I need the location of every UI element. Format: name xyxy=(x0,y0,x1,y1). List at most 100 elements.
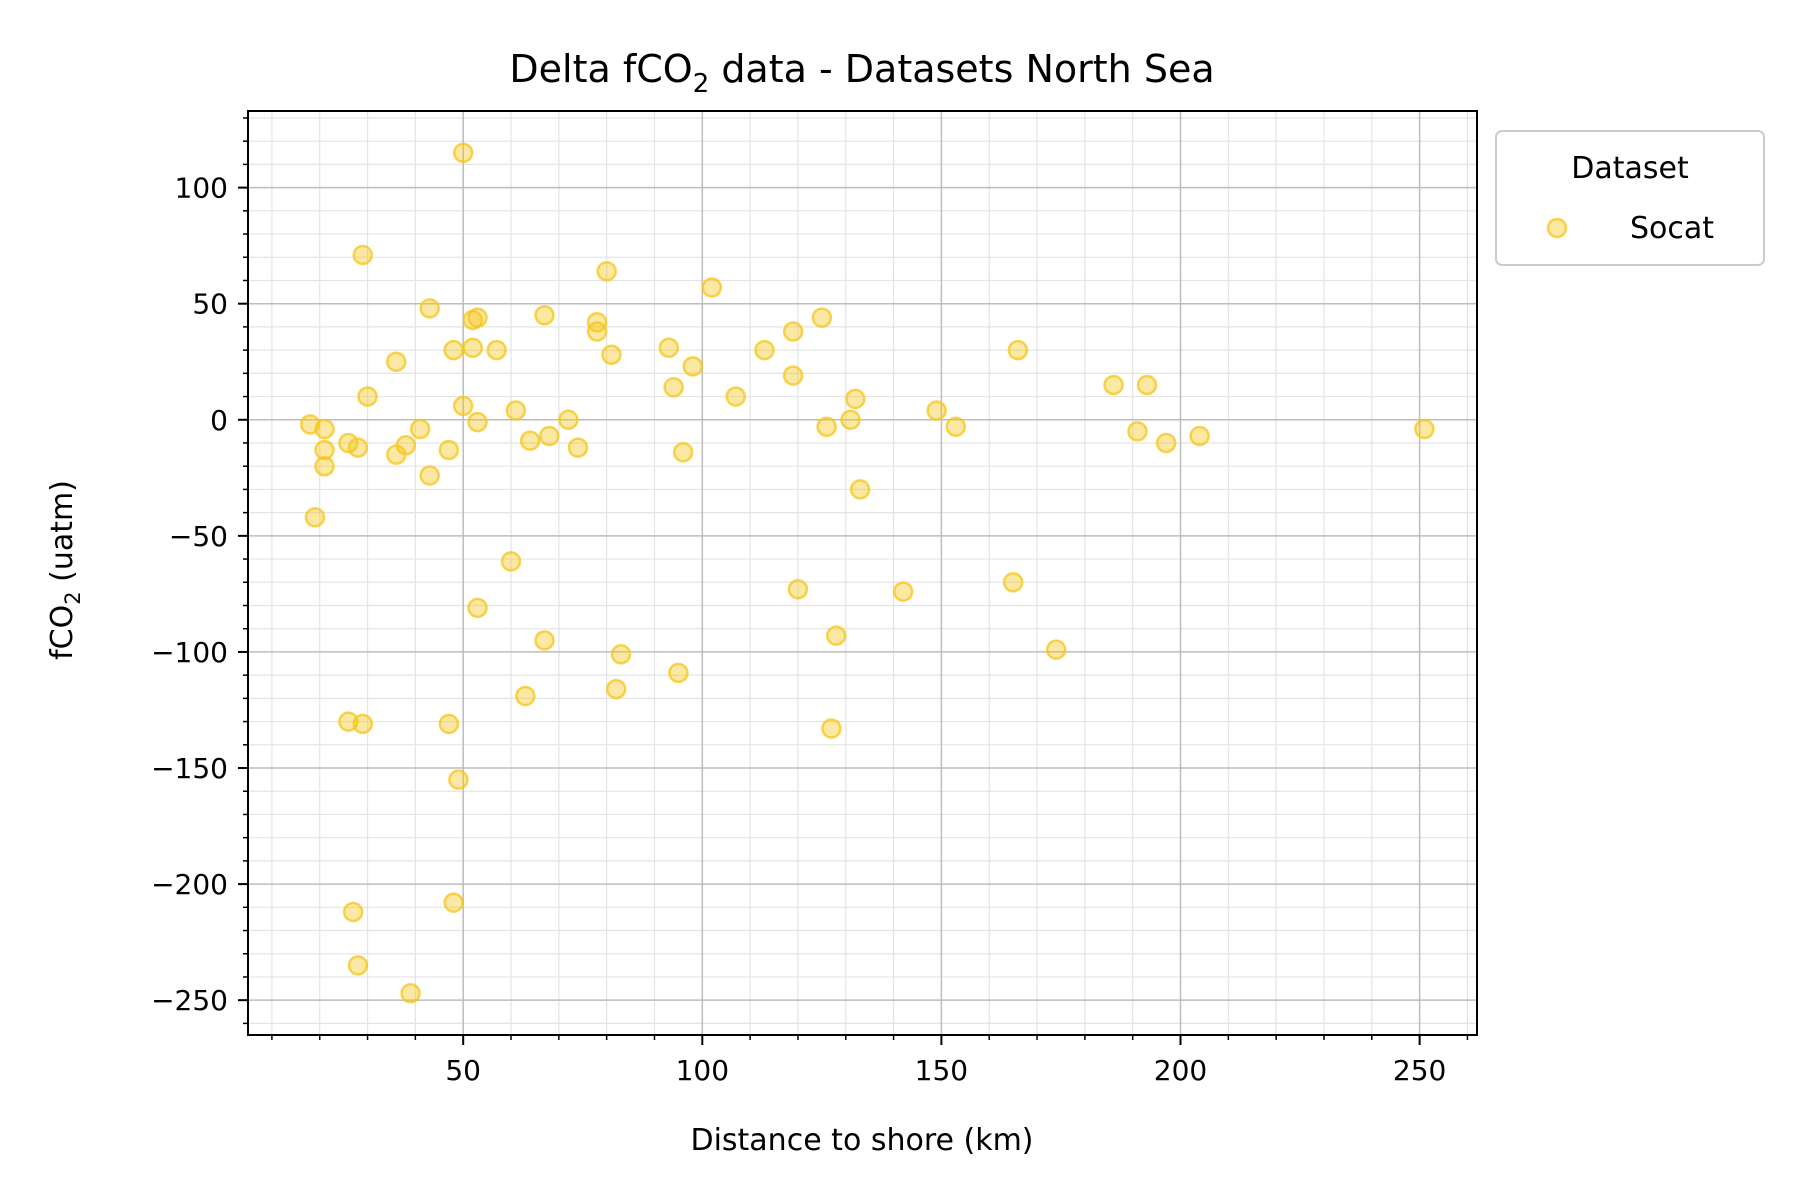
y-tick-label: −150 xyxy=(151,752,228,785)
data-point xyxy=(419,298,440,319)
data-point xyxy=(821,718,842,739)
data-point xyxy=(486,339,507,361)
data-point xyxy=(342,901,364,923)
y-tick-label: 50 xyxy=(192,288,228,321)
data-point xyxy=(849,479,871,500)
data-point xyxy=(409,418,431,440)
data-points xyxy=(299,142,1435,1004)
y-tick-label: −100 xyxy=(151,636,228,669)
y-axis-label: fCO2 (uatm) xyxy=(45,480,85,660)
data-point xyxy=(419,465,440,486)
data-point xyxy=(352,713,374,735)
data-point xyxy=(314,418,335,440)
data-point xyxy=(467,307,488,328)
data-point xyxy=(782,321,804,342)
data-point xyxy=(347,437,369,458)
data-point xyxy=(438,439,460,461)
data-point xyxy=(443,339,464,361)
data-point xyxy=(1007,339,1029,361)
data-point xyxy=(1103,374,1124,396)
data-point xyxy=(515,685,536,707)
x-tick-label: 200 xyxy=(1154,1054,1207,1087)
legend-marker-socat xyxy=(1546,217,1568,239)
data-point xyxy=(462,337,484,359)
major-grid xyxy=(248,111,1477,1035)
data-point xyxy=(825,625,847,646)
chart-title-main: Delta fCO xyxy=(509,47,692,91)
data-point xyxy=(1155,432,1177,454)
chart-title: Delta fCO2 data - Datasets North Sea xyxy=(509,47,1214,99)
y-tick-label: 100 xyxy=(175,172,228,205)
legend-entry-socat: Socat xyxy=(1630,211,1714,246)
data-point xyxy=(1414,418,1435,440)
data-point xyxy=(467,411,488,433)
data-point xyxy=(395,435,417,456)
data-point xyxy=(596,260,617,282)
data-point xyxy=(892,581,914,602)
data-point xyxy=(534,305,555,326)
x-axis-label: Distance to shore (km) xyxy=(690,1123,1033,1158)
data-point xyxy=(519,430,541,451)
data-point xyxy=(505,400,527,421)
data-point xyxy=(567,437,589,458)
data-point xyxy=(701,277,723,298)
data-point xyxy=(945,416,967,437)
y-axis-label-subscript: 2 xyxy=(61,591,85,604)
data-point xyxy=(840,409,861,431)
x-tick-label: 250 xyxy=(1393,1054,1446,1087)
plot-frame xyxy=(247,110,1478,1036)
chart-title-rest: data - Datasets North Sea xyxy=(709,47,1214,91)
data-point xyxy=(1127,421,1148,442)
data-point xyxy=(452,395,474,417)
data-point xyxy=(782,365,804,386)
data-point xyxy=(385,351,407,372)
data-point xyxy=(338,432,359,454)
y-axis-label-rest: (uatm) xyxy=(45,480,80,591)
data-point xyxy=(725,386,747,407)
data-point xyxy=(1045,639,1067,660)
legend-box xyxy=(1495,130,1765,266)
data-point xyxy=(443,892,464,913)
data-point xyxy=(534,630,555,651)
data-point xyxy=(452,142,474,164)
data-point xyxy=(352,244,374,266)
data-point xyxy=(663,377,684,398)
data-point xyxy=(347,955,369,976)
chart-title-subscript: 2 xyxy=(693,69,710,99)
data-point xyxy=(658,337,680,359)
data-point xyxy=(558,409,579,431)
y-tick-label: 0 xyxy=(210,404,228,437)
y-tick-label: −250 xyxy=(151,984,228,1017)
data-point xyxy=(400,982,421,1004)
legend-title: Dataset xyxy=(1571,151,1689,186)
data-point xyxy=(314,439,335,461)
data-point xyxy=(787,579,809,600)
data-point xyxy=(304,507,326,528)
x-tick-label: 100 xyxy=(676,1054,729,1087)
y-tick-label: −50 xyxy=(169,520,228,553)
x-tick-label: 150 xyxy=(915,1054,968,1087)
data-point xyxy=(314,455,335,477)
x-axis-ticks: 50 100 150 200 250 xyxy=(271,1035,1469,1087)
data-point xyxy=(539,425,560,447)
minor-grid xyxy=(248,111,1477,1035)
data-point xyxy=(672,442,694,463)
data-point xyxy=(357,386,378,407)
x-tick-label: 50 xyxy=(445,1054,481,1087)
data-point xyxy=(500,551,522,572)
data-point xyxy=(467,597,488,619)
data-point xyxy=(605,678,627,700)
legend: Dataset Socat xyxy=(1495,130,1765,266)
data-point xyxy=(586,321,608,342)
data-point xyxy=(1189,425,1210,447)
data-point xyxy=(1002,572,1024,593)
y-tick-label: −200 xyxy=(151,868,228,901)
data-point xyxy=(682,356,703,377)
data-point xyxy=(601,344,622,366)
data-point xyxy=(1136,374,1158,396)
y-axis-ticks: 100 50 0 −50 −100 −150 −200 −250 xyxy=(151,117,248,1025)
data-point xyxy=(926,400,947,421)
data-point xyxy=(448,769,469,790)
data-point xyxy=(610,644,632,665)
